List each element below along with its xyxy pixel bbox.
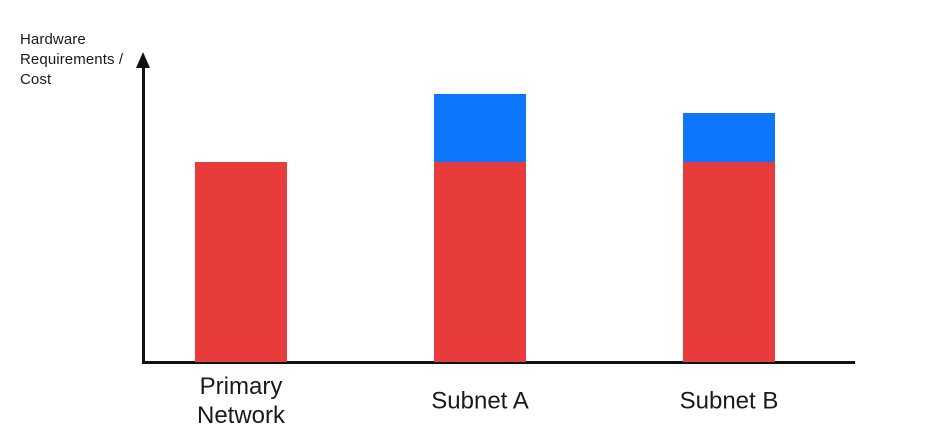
- y-axis-label: Hardware Requirements / Cost: [20, 31, 124, 88]
- bar-segment-primary-network-base-hardware-cost: [195, 162, 287, 362]
- category-label-subnet-b: Subnet B: [679, 387, 779, 415]
- y-axis-line: [142, 62, 145, 364]
- x-axis-line: [142, 361, 855, 364]
- bar-segment-subnet-a-base-hardware-cost: [434, 162, 526, 362]
- bar-segment-subnet-b-base-hardware-cost: [683, 162, 775, 362]
- y-axis-arrow-icon: [136, 52, 150, 68]
- bar-segment-subnet-a-additional-subnet-cost: [434, 94, 526, 162]
- category-label-primary-network: Primary Network: [196, 373, 286, 429]
- category-label-subnet-a: Subnet A: [431, 387, 529, 415]
- bar-segment-subnet-b-additional-subnet-cost: [683, 113, 775, 162]
